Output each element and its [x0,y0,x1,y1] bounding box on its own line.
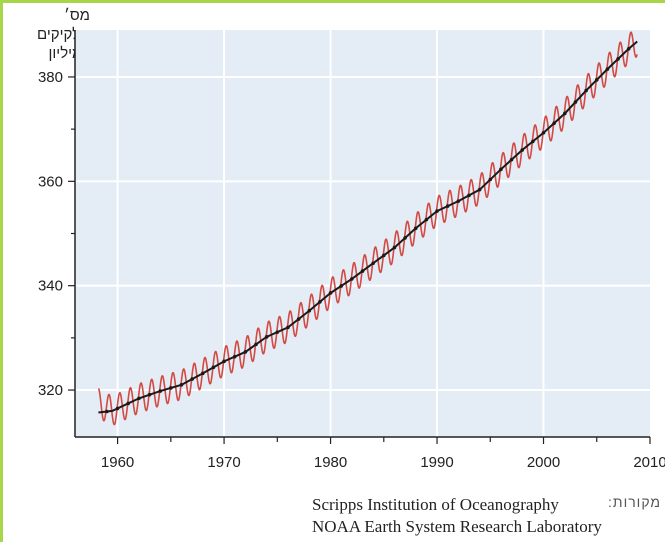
annual-mean-point [169,386,173,390]
annual-mean-point [318,300,322,304]
annual-mean-point [552,121,556,125]
annual-mean-point [115,406,120,411]
annual-mean-point [488,177,493,182]
x-tick-label: 2000 [527,454,560,471]
annual-mean-point [190,377,194,381]
annual-mean-point [158,389,162,393]
annual-mean-point [275,330,280,334]
annual-mean-point [541,130,546,135]
sources-list: Scripps Institution of Oceanography NOAA… [312,494,602,538]
annual-mean-point [509,157,514,162]
annual-mean-point [403,236,407,240]
source-scripps: Scripps Institution of Oceanography [312,495,559,514]
plot-area [75,30,650,437]
annual-mean-point [616,57,620,61]
annual-mean-point [499,167,503,172]
x-tick-label: 2010 [633,454,665,471]
y-tick-label: 320 [38,382,63,399]
annual-mean-point [243,350,248,354]
annual-mean-point [573,100,578,104]
annual-mean-point [381,253,386,258]
annual-mean-point [296,317,301,321]
annual-mean-point [328,291,333,295]
annual-mean-point [105,409,109,414]
annual-mean-point [626,46,631,51]
annual-mean-point [232,354,237,359]
annual-mean-point [445,204,450,208]
annual-mean-point [350,277,354,281]
annual-mean-point [392,245,397,250]
annual-mean-point [467,193,471,198]
annual-mean-point [413,226,418,231]
x-tick-label: 1960 [101,454,134,471]
annual-mean-point [211,365,216,370]
annual-mean-point [520,148,525,152]
y-tick-label: 360 [38,173,63,190]
annual-mean-point [435,209,439,213]
y-tick-label: 380 [38,69,63,86]
annual-mean-point [200,371,205,376]
monthly-co2-line [97,31,638,426]
y-tick-label: 340 [38,278,63,295]
annual-mean-point [584,88,588,93]
annual-mean-point [424,217,429,222]
annual-mean-point [254,342,258,347]
sources-label: מקורות: [608,494,662,510]
annual-mean-point [360,269,365,273]
annual-mean-point [563,111,567,116]
x-tick-label: 1980 [314,454,347,471]
annual-mean-point [126,401,131,406]
annual-mean-point [605,67,610,71]
annual-mean-point [264,335,269,339]
annual-mean-point [286,325,290,330]
annual-mean-point [147,392,152,397]
annual-mean-point [594,78,599,82]
annual-mean-point [456,199,461,203]
annual-mean-point [307,308,312,313]
annual-mean-point [137,396,141,401]
annual-mean-point [179,383,184,387]
annual-mean-point [477,187,482,192]
annual-mean-point [531,139,535,144]
source-noaa: NOAA Earth System Research Laboratory [312,517,602,536]
x-tick-label: 1990 [420,454,453,471]
x-tick-label: 1970 [207,454,240,471]
annual-mean-point [222,359,226,364]
annual-mean-point [371,261,375,266]
annual-mean-point [339,284,344,288]
